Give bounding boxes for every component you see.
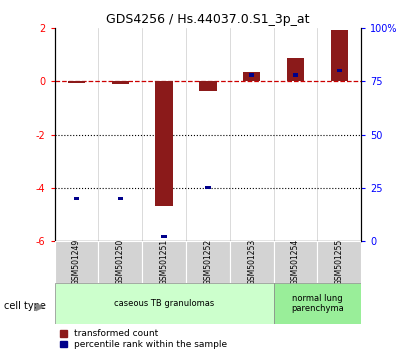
Bar xyxy=(74,197,79,200)
Text: GSM501254: GSM501254 xyxy=(291,239,300,285)
Bar xyxy=(293,74,298,77)
Text: GSM501255: GSM501255 xyxy=(335,239,344,285)
Text: GSM501249: GSM501249 xyxy=(72,239,81,285)
Bar xyxy=(98,241,142,283)
Bar xyxy=(155,81,173,206)
Bar xyxy=(161,235,167,238)
Text: caseous TB granulomas: caseous TB granulomas xyxy=(114,299,214,308)
Bar xyxy=(249,74,255,77)
Bar xyxy=(112,81,129,84)
Bar xyxy=(318,241,361,283)
Text: GSM501253: GSM501253 xyxy=(247,239,256,285)
Bar xyxy=(118,197,123,200)
Bar xyxy=(205,186,210,189)
Text: GSM501250: GSM501250 xyxy=(116,239,125,285)
Bar xyxy=(337,69,342,73)
Text: GSM501252: GSM501252 xyxy=(203,239,213,285)
Title: GDS4256 / Hs.44037.0.S1_3p_at: GDS4256 / Hs.44037.0.S1_3p_at xyxy=(106,13,310,26)
Bar xyxy=(230,241,273,283)
Text: GSM501251: GSM501251 xyxy=(160,239,168,285)
Bar xyxy=(55,241,98,283)
Legend: transformed count, percentile rank within the sample: transformed count, percentile rank withi… xyxy=(59,329,228,350)
Bar xyxy=(199,81,217,91)
Text: ▶: ▶ xyxy=(36,301,44,311)
Bar xyxy=(142,241,186,283)
Bar xyxy=(331,30,348,81)
Bar xyxy=(287,58,304,81)
Bar xyxy=(243,72,260,81)
Bar xyxy=(273,283,361,324)
Bar xyxy=(55,283,273,324)
Bar xyxy=(186,241,230,283)
Text: normal lung
parenchyma: normal lung parenchyma xyxy=(291,294,344,313)
Bar xyxy=(68,81,85,83)
Text: cell type: cell type xyxy=(4,301,46,311)
Bar xyxy=(273,241,318,283)
